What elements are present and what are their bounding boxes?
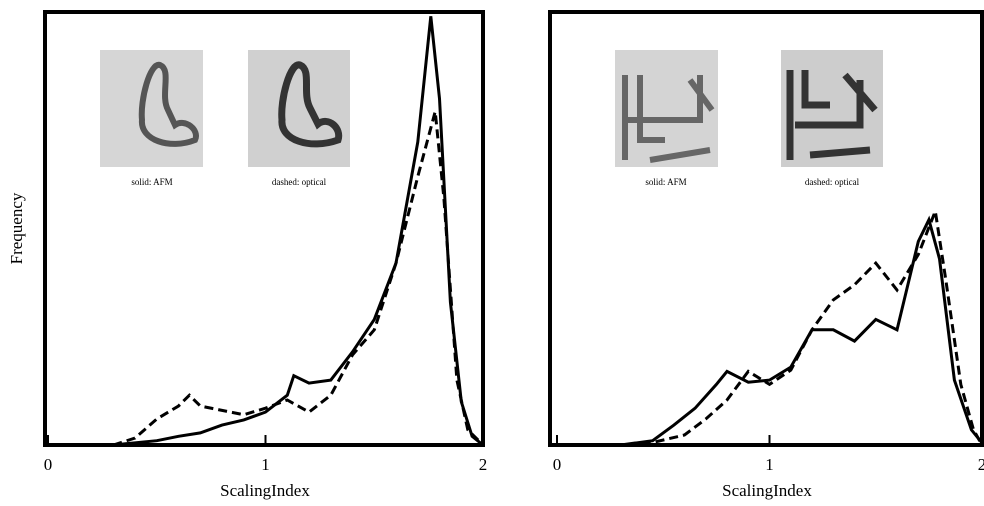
x-tick-label: 2 [978, 455, 984, 474]
plot-frame [548, 10, 984, 447]
series-line [641, 205, 984, 447]
inset-image [248, 50, 350, 167]
legend-label: dashed: optical [805, 177, 860, 187]
plot-frame [43, 10, 485, 447]
x-tick-label: 0 [44, 455, 53, 474]
x-axis-label: ScalingIndex [220, 481, 310, 500]
x-tick-label: 1 [765, 455, 774, 474]
x-tick-label: 1 [261, 455, 270, 474]
inset-shape [622, 75, 715, 163]
x-tick-label: 2 [479, 455, 488, 474]
y-axis-label: Frequency [7, 192, 26, 264]
inset-images [100, 50, 883, 167]
inset-shape [138, 62, 199, 147]
inset-shape [786, 70, 878, 160]
x-axis-label: ScalingIndex [722, 481, 812, 500]
inset-shape [278, 61, 343, 148]
series-line [620, 215, 984, 447]
legend-label: dashed: optical [272, 177, 327, 187]
legend-label: solid: AFM [645, 177, 686, 187]
x-tick-label: 0 [553, 455, 562, 474]
legend-label: solid: AFM [131, 177, 172, 187]
